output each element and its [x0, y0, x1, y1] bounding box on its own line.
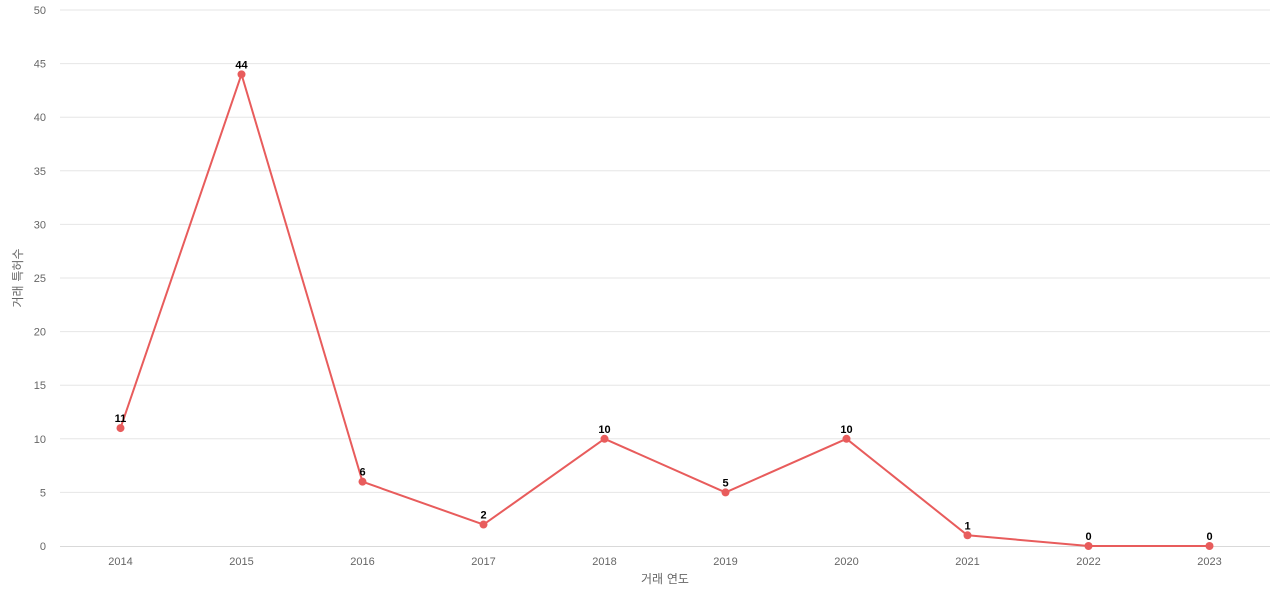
data-label: 0	[1206, 531, 1212, 543]
data-point[interactable]	[963, 531, 972, 540]
y-tick-label: 45	[34, 59, 46, 71]
y-tick-label: 15	[34, 380, 46, 392]
y-tick-label: 40	[34, 112, 46, 124]
data-label: 10	[598, 424, 610, 436]
x-tick-label: 2023	[1197, 556, 1221, 568]
x-tick-label: 2015	[229, 556, 253, 568]
y-tick-label: 25	[34, 273, 46, 285]
y-tick-label: 0	[40, 541, 46, 553]
data-label: 0	[1085, 531, 1091, 543]
data-label: 2	[480, 510, 486, 522]
y-tick-label: 35	[34, 166, 46, 178]
gridlines	[60, 9, 1270, 493]
y-tick-label: 10	[34, 434, 46, 446]
data-point[interactable]	[358, 477, 367, 486]
x-tick-label: 2016	[350, 556, 374, 568]
data-label: 1	[964, 520, 970, 532]
x-tick-label: 2021	[955, 556, 979, 568]
series-line	[119, 73, 1210, 547]
data-point[interactable]	[1205, 542, 1214, 550]
data-point[interactable]	[116, 424, 125, 433]
data-label: 44	[235, 59, 248, 71]
data-label: 5	[722, 477, 728, 489]
data-point[interactable]	[721, 488, 730, 497]
y-tick-label: 5	[40, 487, 46, 499]
data-label: 6	[359, 467, 365, 479]
x-tick-label: 2014	[108, 556, 132, 568]
data-point[interactable]	[479, 520, 488, 529]
data-point[interactable]	[842, 434, 851, 443]
y-axis-title: 거래 특허수	[11, 248, 25, 307]
x-tick-label: 2018	[592, 556, 616, 568]
x-tick-label: 2020	[834, 556, 858, 568]
x-axis-title: 거래 연도	[641, 572, 689, 586]
series-layer	[116, 70, 1214, 550]
data-point[interactable]	[237, 70, 246, 79]
data-point[interactable]	[600, 434, 609, 443]
x-tick-label: 2022	[1076, 556, 1100, 568]
y-tick-label: 20	[34, 327, 46, 339]
y-tick-label: 50	[34, 5, 46, 17]
y-tick-label: 30	[34, 219, 46, 231]
x-tick-label: 2017	[471, 556, 495, 568]
data-label: 11	[115, 413, 127, 425]
data-label: 10	[840, 424, 852, 436]
data-point[interactable]	[1084, 542, 1093, 550]
x-tick-label: 2019	[713, 556, 737, 568]
